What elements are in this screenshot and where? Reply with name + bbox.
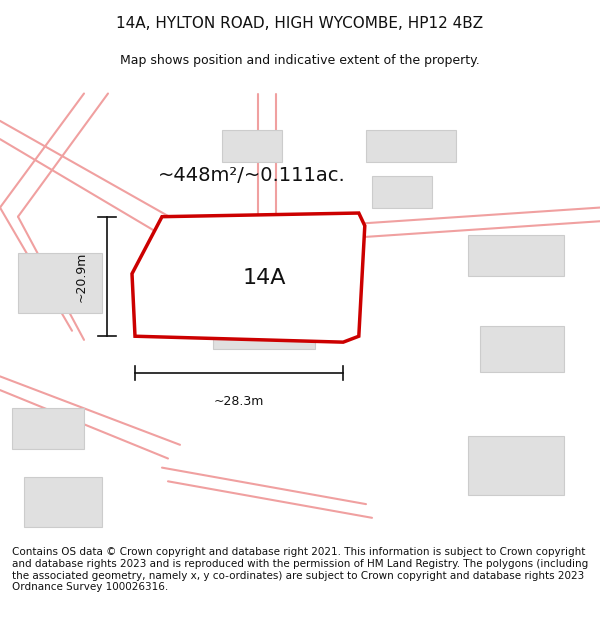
Bar <box>468 436 564 495</box>
Text: Contains OS data © Crown copyright and database right 2021. This information is : Contains OS data © Crown copyright and d… <box>12 548 588 592</box>
Bar <box>372 176 432 208</box>
Bar <box>222 130 282 162</box>
Bar <box>213 281 315 349</box>
Text: 14A: 14A <box>242 268 286 288</box>
Polygon shape <box>132 213 365 342</box>
Text: 14A, HYLTON ROAD, HIGH WYCOMBE, HP12 4BZ: 14A, HYLTON ROAD, HIGH WYCOMBE, HP12 4BZ <box>116 16 484 31</box>
Bar <box>480 326 564 372</box>
Text: ~28.3m: ~28.3m <box>214 394 264 408</box>
Bar <box>366 130 456 162</box>
Text: ~20.9m: ~20.9m <box>75 251 88 302</box>
Bar <box>12 408 84 449</box>
Text: Map shows position and indicative extent of the property.: Map shows position and indicative extent… <box>120 54 480 68</box>
Bar <box>468 235 564 276</box>
Text: ~448m²/~0.111ac.: ~448m²/~0.111ac. <box>158 166 346 185</box>
Bar <box>18 253 102 312</box>
Bar <box>24 477 102 527</box>
